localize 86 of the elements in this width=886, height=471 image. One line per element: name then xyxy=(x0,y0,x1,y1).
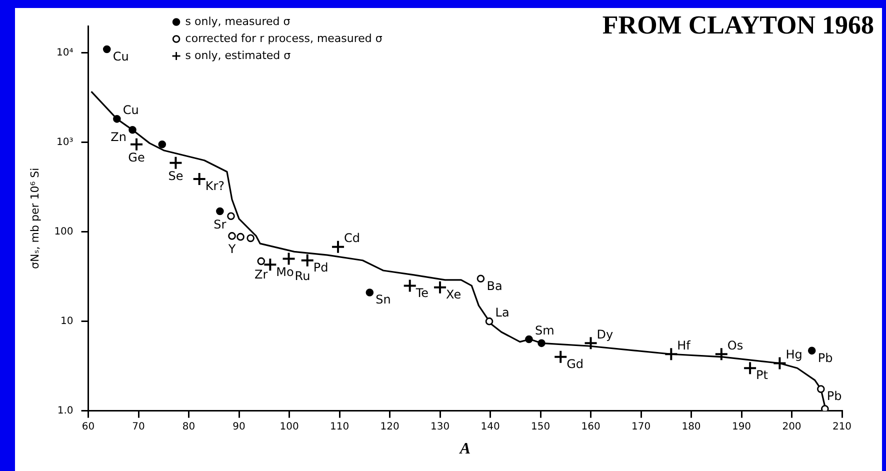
point xyxy=(130,137,144,152)
x-tick-label: 110 xyxy=(330,421,350,432)
point xyxy=(821,405,829,411)
point xyxy=(216,207,224,216)
annotation: Zr xyxy=(254,267,268,282)
point xyxy=(402,278,417,293)
annotation: Gd xyxy=(566,357,584,372)
x-tick-label: 120 xyxy=(380,421,400,432)
point xyxy=(485,317,494,326)
annotation: Te xyxy=(414,286,429,300)
annotation: La xyxy=(495,305,510,320)
annotation: Sm xyxy=(534,323,554,338)
point xyxy=(300,253,314,268)
x-tick-label: 190 xyxy=(732,421,752,432)
point xyxy=(228,232,236,240)
x-tick-label: 150 xyxy=(530,421,550,432)
y-axis-title: σNₛ, mb per 10⁶ Si xyxy=(28,168,42,269)
legend-label: s only, estimated σ xyxy=(185,48,291,62)
point xyxy=(102,45,111,54)
point xyxy=(236,232,244,241)
x-tick-label: 60 xyxy=(82,421,95,432)
point xyxy=(331,240,346,254)
y-tick-label: 10 xyxy=(60,316,74,327)
annotation: Os xyxy=(727,338,744,352)
legend-label: s only, measured σ xyxy=(185,14,290,28)
point xyxy=(227,212,235,220)
x-tick-label: 140 xyxy=(480,421,500,432)
annotation: Pd xyxy=(313,260,328,275)
x-tick-label: 90 xyxy=(232,421,246,432)
point xyxy=(554,350,568,364)
x-tick-label: 70 xyxy=(132,421,145,432)
point xyxy=(525,335,533,344)
chart-title: FROM CLAYTON 1968 xyxy=(602,10,874,40)
point xyxy=(257,257,266,266)
annotation: Cu xyxy=(112,49,129,64)
x-tick-label: 100 xyxy=(280,421,299,432)
point xyxy=(128,126,136,134)
annotation: Ru xyxy=(294,268,310,283)
x-tick-label: 130 xyxy=(430,421,450,432)
x-tick-label: 200 xyxy=(782,421,802,432)
point xyxy=(476,274,485,283)
x-tick-label: 170 xyxy=(631,421,651,432)
point xyxy=(158,140,166,148)
annotation: Cu xyxy=(122,103,139,118)
y-tick-label: 100 xyxy=(54,226,74,238)
annotation: Cd xyxy=(344,230,360,245)
point xyxy=(168,156,183,170)
x-axis-title: A xyxy=(458,440,471,458)
annotation: Sn xyxy=(376,292,391,307)
annotation: Ge xyxy=(128,150,145,165)
annotation: Pb xyxy=(818,350,833,365)
x-tick-label: 80 xyxy=(182,421,196,432)
annotation: Pb xyxy=(826,389,842,404)
annotation: Y xyxy=(227,242,236,256)
point xyxy=(433,280,448,294)
annotation: Kr? xyxy=(205,179,225,194)
point xyxy=(816,385,825,393)
point xyxy=(192,172,206,186)
point xyxy=(366,288,374,296)
point xyxy=(282,252,296,266)
legend-label: corrected for r process, measured σ xyxy=(185,32,382,45)
point xyxy=(113,115,121,123)
y-tick-label: 10³ xyxy=(56,136,74,148)
x-tick-label: 160 xyxy=(581,421,600,432)
y-tick-label: 10⁴ xyxy=(56,48,74,59)
annotation: Dy xyxy=(596,327,614,342)
annotation: Se xyxy=(168,169,184,184)
y-tick-label: 1.0 xyxy=(57,405,74,416)
annotation: Pt xyxy=(756,368,768,382)
point xyxy=(808,346,816,355)
annotation: Xe xyxy=(446,287,462,302)
annotation: Sr xyxy=(214,217,226,232)
annotation: Zn xyxy=(110,130,127,144)
point xyxy=(584,336,598,350)
point xyxy=(538,339,546,348)
annotation: Hg xyxy=(786,347,802,362)
point xyxy=(743,361,758,376)
point xyxy=(246,234,254,242)
annotation: Mo xyxy=(276,264,294,279)
x-tick-label: 180 xyxy=(682,421,701,432)
point xyxy=(714,347,728,362)
annotation: Ba xyxy=(486,278,502,293)
point xyxy=(772,356,787,370)
x-tick-label: 210 xyxy=(832,421,852,432)
point xyxy=(664,347,678,362)
annotation: Hf xyxy=(677,338,692,352)
